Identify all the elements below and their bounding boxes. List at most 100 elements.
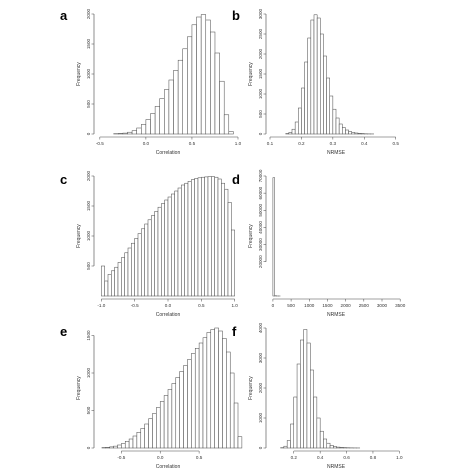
x-tick-label: 0.8 [370, 455, 377, 460]
histogram-bar [187, 36, 193, 135]
histogram-bar [332, 108, 337, 135]
panel-letter: e [60, 324, 67, 339]
histogram-bar [201, 176, 205, 297]
histogram-bar [109, 446, 114, 449]
histogram-bar [164, 199, 169, 297]
x-tick-label: 0.3 [330, 141, 337, 146]
histogram-bar [147, 219, 152, 297]
histogram-bar [154, 211, 159, 297]
histogram-bar [128, 438, 134, 449]
histogram-bar [338, 123, 343, 135]
histogram-bar [163, 395, 169, 449]
histogram-bar [211, 176, 215, 297]
x-tick-label: 500 [287, 303, 295, 308]
histogram-bar [286, 440, 291, 449]
y-tick-label: 4000 [258, 322, 263, 333]
y-tick-label: 20000 [258, 255, 263, 268]
panel-d: d 0 500 1000 1500 2000 2500 3000 3500 20000 30000 4… [232, 169, 406, 318]
x-tick-label: -0.5 [96, 141, 104, 146]
y-tick-label: 1000 [86, 367, 91, 378]
histogram-bar [181, 184, 185, 297]
histogram-bar [111, 270, 115, 297]
y-tick-label: 2000 [86, 8, 91, 19]
y-axis-title: Frequency [76, 224, 82, 248]
histogram-bar [237, 436, 243, 449]
y-tick-label: 500 [86, 262, 91, 270]
histogram-bar [182, 48, 188, 135]
panel-b: b 0.1 0.2 0.3 0.4 0.5 0 500 1000 1500 2000 2500 3000… [232, 8, 399, 156]
panel-letter: f [232, 324, 237, 339]
histogram-bar [229, 372, 235, 449]
panel-letter: b [232, 8, 240, 23]
y-tick-label: 1000 [258, 88, 263, 99]
x-tick-label: -1.0 [97, 303, 105, 308]
histogram-bar [194, 348, 200, 449]
histogram-bar [148, 418, 153, 449]
y-tick-label: 2500 [258, 28, 263, 39]
y-tick-label: 500 [86, 100, 91, 108]
histogram-bar [291, 128, 296, 135]
histogram-bar [342, 127, 346, 135]
histogram-bar [191, 24, 197, 135]
histogram-bar [307, 37, 312, 135]
x-tick-label: 0.4 [317, 455, 324, 460]
histogram-bar [134, 238, 139, 297]
histogram-bar [228, 131, 234, 135]
histogram-bar [159, 401, 165, 449]
y-tick-label: 1500 [258, 68, 263, 79]
histogram-bar [196, 16, 202, 135]
histogram-bar [218, 330, 223, 449]
histogram-bar [194, 178, 199, 297]
x-tick-label: 0.5 [196, 455, 203, 460]
x-axis-title: NRMSE [327, 312, 346, 318]
histogram-bar [231, 229, 235, 297]
histogram-bar [320, 33, 324, 135]
panel-letter: a [60, 8, 68, 23]
x-tick-label: 0.0 [157, 455, 164, 460]
histogram-bar [177, 59, 183, 135]
histogram-bar [204, 176, 209, 297]
histogram-bar [183, 365, 188, 449]
histogram-bar [145, 119, 151, 135]
x-tick-label: -0.5 [131, 303, 139, 308]
x-tick-label: 1000 [304, 303, 315, 308]
histogram-bar [210, 31, 216, 135]
y-tick-label: 2000 [86, 170, 91, 181]
y-tick-label: 1500 [86, 330, 91, 341]
histogram-bar [310, 369, 314, 449]
histogram-bar [351, 132, 356, 135]
histogram-bar [294, 121, 299, 135]
y-axis-title: Frequency [248, 224, 254, 248]
histogram-bar [117, 262, 122, 297]
histogram-bar [197, 177, 202, 297]
histogram-bar [191, 179, 195, 297]
x-tick-label: 0.0 [143, 141, 150, 146]
histogram-bar [329, 95, 334, 135]
histogram-bar [150, 113, 156, 135]
histogram-bar [326, 442, 331, 449]
histogram-bar [179, 371, 184, 449]
y-axis-title: Frequency [248, 62, 254, 86]
histogram-bar [171, 383, 177, 449]
histogram-bar [345, 129, 349, 135]
histogram-bar [329, 445, 334, 449]
histogram-bar [333, 446, 337, 449]
y-tick-label: 60000 [258, 186, 263, 199]
x-tick-label: 0.2 [298, 141, 305, 146]
histogram-bar [313, 14, 318, 135]
histogram-bar [187, 181, 192, 297]
histogram-bar [191, 353, 196, 449]
histogram-bar [310, 19, 315, 135]
histogram-bar [131, 130, 137, 135]
histogram-bar [210, 329, 215, 449]
histogram-bar [335, 117, 340, 135]
histogram-bar [144, 223, 149, 297]
histogram-bar [164, 89, 170, 135]
x-axis-title: Correlation [156, 464, 181, 470]
histogram-bar [104, 280, 109, 297]
x-tick-label: 2500 [359, 303, 370, 308]
histogram-bar [173, 70, 179, 135]
panel-a: a -0.5 0.0 0.5 1.0 0 500 1000 1500 2000 Correlatio… [60, 8, 242, 156]
x-tick-label: 0.0 [165, 303, 172, 308]
